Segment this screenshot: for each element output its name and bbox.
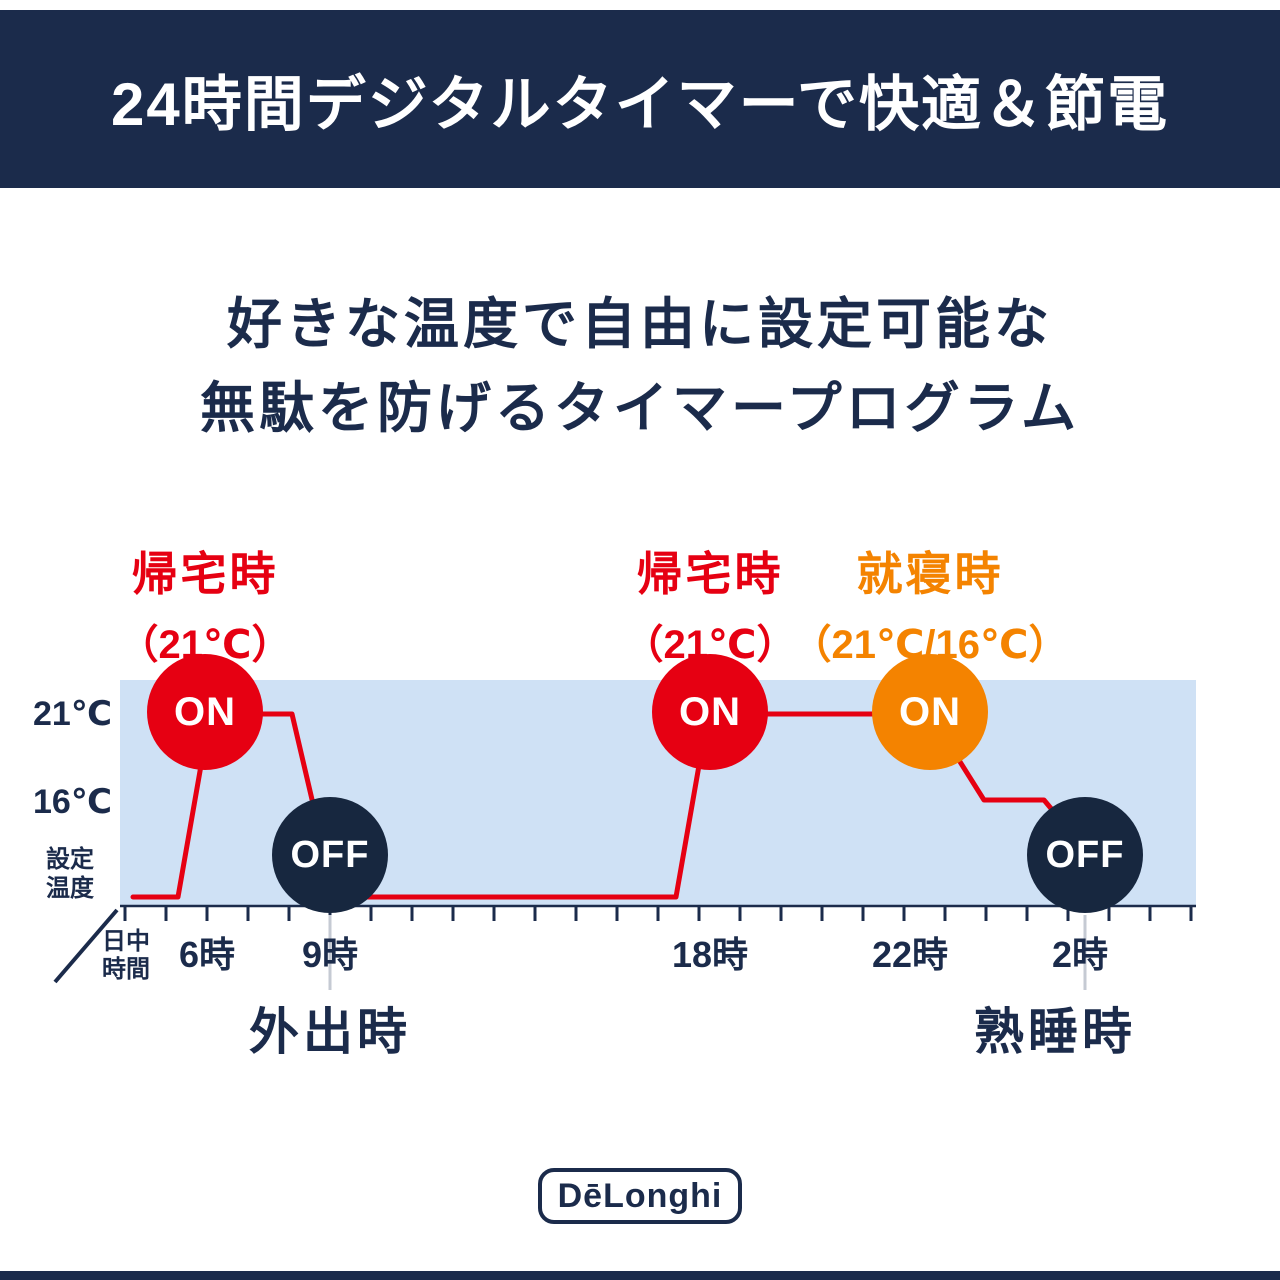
subtitle-line2: 無駄を防げるタイマープログラム — [199, 377, 1081, 439]
header-banner: 24時間デジタルタイマーで快適＆節電 — [0, 10, 1280, 188]
timer-node-on-6h: ON — [147, 654, 263, 770]
y-tick-16c: 16℃ — [33, 783, 112, 821]
event-label-text: 帰宅時 — [131, 548, 279, 600]
x-tick-2h: 2時 — [1051, 934, 1109, 975]
x-tick-6h: 6時 — [178, 934, 236, 975]
x-axis-label-daytime-line1: 日中 — [102, 928, 150, 955]
x-axis-ticks — [123, 906, 1193, 921]
event-label-text: 帰宅時 — [636, 548, 784, 600]
x-tick-22h: 22時 — [871, 934, 949, 975]
event-label-text: 就寝時 — [856, 548, 1004, 600]
bottom-label-going-out: 外出時 — [249, 1004, 411, 1060]
x-axis-label-daytime-line2: 時間 — [102, 956, 150, 983]
timer-node-off-9h: OFF — [272, 797, 388, 913]
subtitle-line1: 好きな温度で自由に設定可能な — [226, 293, 1053, 355]
y-axis-label-set-temp: 設定 温度 — [46, 845, 94, 903]
y-tick-21c: 21℃ — [33, 695, 112, 733]
node-state-label: ON — [174, 689, 236, 734]
node-state-label: ON — [679, 689, 741, 734]
y-axis-label-set-temp-line1: 設定 — [46, 846, 94, 873]
event-label-bedtime: 就寝時 （21℃/16℃） — [755, 538, 1105, 670]
event-label-return-morning: 帰宅時 （21℃） — [55, 538, 355, 670]
footer-strip — [0, 1271, 1280, 1280]
y-axis-label-set-temp-line2: 温度 — [46, 875, 94, 902]
delonghi-logo: DēLonghi — [538, 1168, 742, 1224]
delonghi-logo-text: DēLonghi — [557, 1176, 723, 1215]
node-state-label: OFF — [1045, 833, 1125, 876]
x-tick-9h: 9時 — [301, 934, 359, 975]
x-tick-18h: 18時 — [671, 934, 749, 975]
timer-node-on-22h: ON — [872, 654, 988, 770]
node-state-label: OFF — [290, 833, 370, 876]
timer-node-on-18h: ON — [652, 654, 768, 770]
subtitle: 好きな温度で自由に設定可能な 無駄を防げるタイマープログラム — [0, 282, 1280, 450]
node-state-label: ON — [899, 689, 961, 734]
page-title: 24時間デジタルタイマーで快適＆節電 — [111, 70, 1169, 138]
x-axis-label-daytime: 日中 時間 — [102, 928, 150, 984]
bottom-label-deep-sleep: 熟睡時 — [974, 1004, 1136, 1060]
timer-node-off-2h: OFF — [1027, 797, 1143, 913]
